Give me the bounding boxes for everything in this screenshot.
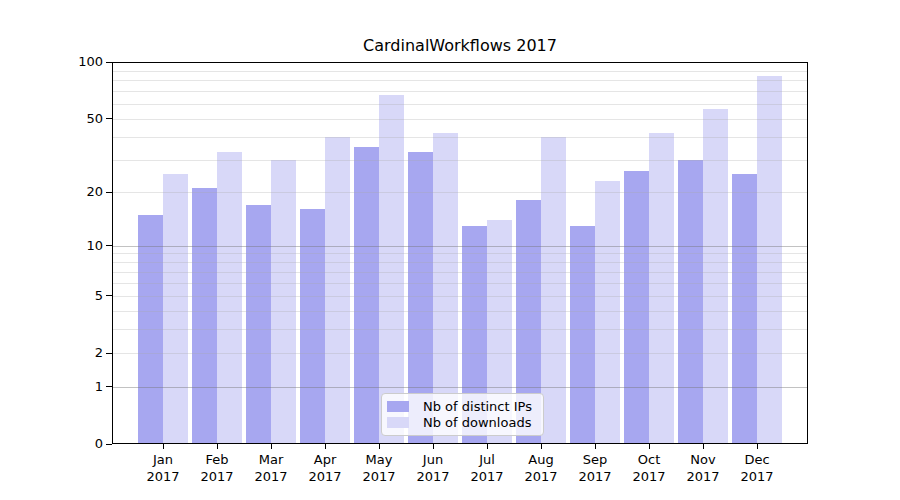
bar-nb-of-distinct-ips-mar (246, 205, 271, 444)
y-tick-2 (106, 353, 112, 354)
y-tick-label-10: 10 (38, 237, 103, 254)
y-tick-20 (106, 192, 112, 193)
y-tick-0 (106, 444, 112, 445)
x-tick-nov (703, 444, 704, 449)
x-tick-label-feb: Feb2017 (189, 451, 245, 485)
x-tick-oct (649, 444, 650, 449)
gridline-minor-70 (112, 91, 808, 92)
bar-nb-of-distinct-ips-may (354, 147, 379, 444)
y-tick-5 (106, 295, 112, 296)
legend: Nb of distinct IPs Nb of downloads (381, 393, 544, 436)
y-tick-10 (106, 245, 112, 246)
plot-area (112, 62, 808, 444)
x-tick-feb (217, 444, 218, 449)
gridline-minor-90 (112, 71, 808, 72)
x-tick-may (379, 444, 380, 449)
x-tick-label-mar: Mar2017 (243, 451, 299, 485)
x-tick-label-oct: Oct2017 (621, 451, 677, 485)
x-tick-jun (433, 444, 434, 449)
gridline-minor-80 (112, 80, 808, 81)
bar-nb-of-downloads-apr (325, 137, 350, 444)
x-tick-label-jan: Jan2017 (135, 451, 191, 485)
legend-item-downloads: Nb of downloads (387, 415, 535, 430)
y-tick-label-2: 2 (38, 344, 103, 361)
x-tick-label-sep: Sep2017 (567, 451, 623, 485)
x-tick-dec (757, 444, 758, 449)
y-tick-label-100: 100 (38, 53, 103, 70)
x-tick-jan (163, 444, 164, 449)
legend-swatch-downloads-icon (387, 417, 409, 428)
gridline-minor-60 (112, 104, 808, 105)
y-tick-label-0: 0 (38, 435, 103, 452)
legend-label-downloads: Nb of downloads (423, 415, 531, 430)
gridline-major-100 (112, 62, 808, 63)
y-tick-label-1: 1 (38, 378, 103, 395)
bar-nb-of-distinct-ips-jan (138, 215, 163, 444)
chart-title: CardinalWorkflows 2017 (112, 36, 808, 55)
bar-nb-of-downloads-may (379, 95, 404, 444)
x-tick-label-apr: Apr2017 (297, 451, 353, 485)
bar-nb-of-downloads-jan (163, 174, 188, 444)
x-tick-label-dec: Dec2017 (729, 451, 785, 485)
y-tick-1 (106, 386, 112, 387)
y-tick-50 (106, 118, 112, 119)
bar-nb-of-distinct-ips-sep (570, 226, 595, 444)
legend-swatch-distinct-ips-icon (387, 401, 409, 412)
bar-nb-of-downloads-sep (595, 181, 620, 444)
x-tick-label-aug: Aug2017 (513, 451, 569, 485)
legend-label-distinct-ips: Nb of distinct IPs (423, 399, 532, 414)
x-tick-aug (541, 444, 542, 449)
y-tick-100 (106, 62, 112, 63)
bar-nb-of-distinct-ips-dec (732, 174, 757, 444)
bar-nb-of-downloads-oct (649, 133, 674, 444)
bar-nb-of-downloads-feb (217, 152, 242, 444)
bar-nb-of-downloads-nov (703, 109, 728, 444)
bar-nb-of-distinct-ips-oct (624, 171, 649, 444)
bar-nb-of-distinct-ips-nov (678, 160, 703, 444)
bar-nb-of-downloads-dec (757, 76, 782, 444)
y-tick-label-5: 5 (38, 287, 103, 304)
x-tick-label-may: May2017 (351, 451, 407, 485)
x-tick-label-jun: Jun2017 (405, 451, 461, 485)
x-tick-label-nov: Nov2017 (675, 451, 731, 485)
y-tick-label-20: 20 (38, 183, 103, 200)
x-tick-sep (595, 444, 596, 449)
bar-nb-of-downloads-aug (541, 137, 566, 444)
y-tick-label-50: 50 (38, 110, 103, 127)
x-tick-label-jul: Jul2017 (459, 451, 515, 485)
bar-nb-of-distinct-ips-apr (300, 209, 325, 444)
x-tick-apr (325, 444, 326, 449)
legend-item-distinct-ips: Nb of distinct IPs (387, 399, 535, 414)
bar-nb-of-distinct-ips-feb (192, 188, 217, 444)
chart-figure: CardinalWorkflows 2017 0 1 2 5 10 20 50 100 Jan… (0, 0, 900, 500)
x-tick-jul (487, 444, 488, 449)
bar-nb-of-downloads-mar (271, 160, 296, 444)
x-tick-mar (271, 444, 272, 449)
